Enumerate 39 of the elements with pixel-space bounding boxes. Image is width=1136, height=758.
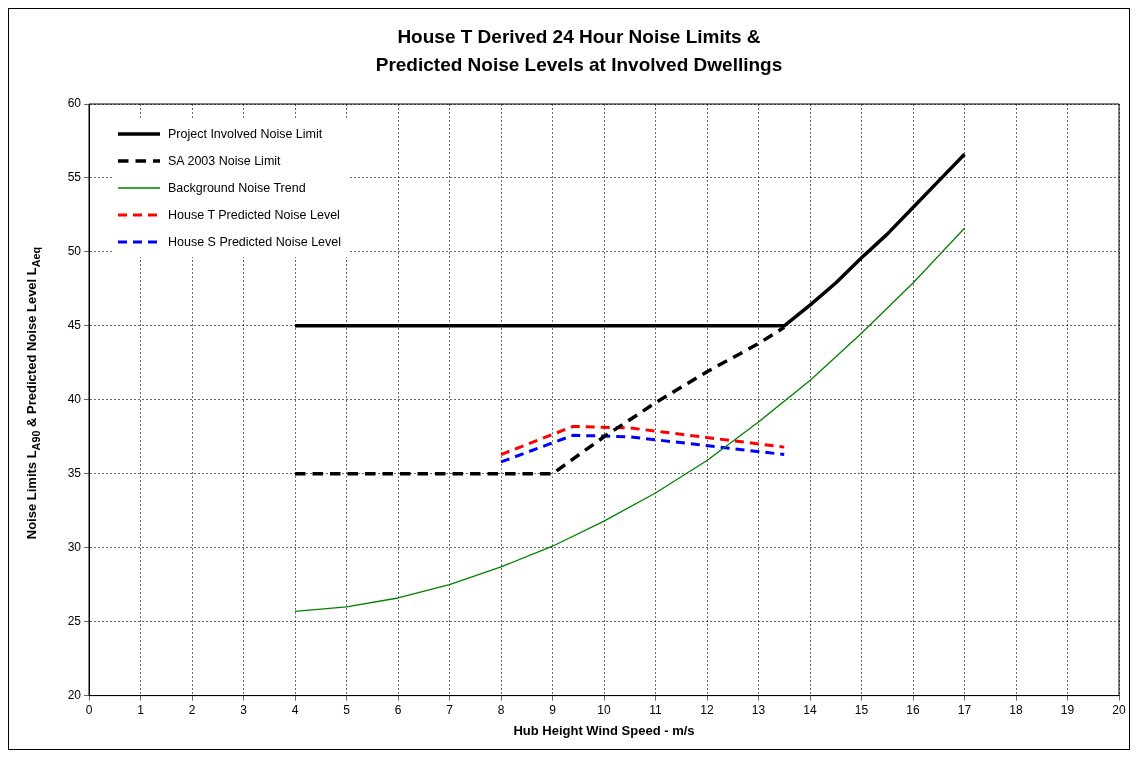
line-series [499,424,786,457]
y-tick-label: 45 [67,318,82,333]
legend-label: Project Involved Noise Limit [168,126,323,141]
x-tick-label: 6 [394,703,402,718]
x-tick-label: 2 [188,703,196,718]
y-tick-label: 55 [67,170,82,185]
x-tick-label: 3 [240,703,248,718]
x-tick-label: 9 [549,703,557,718]
legend-label: SA 2003 Noise Limit [168,153,281,168]
x-tick-label: 13 [751,703,766,718]
x-tick-label: 8 [497,703,505,718]
x-tick-label: 16 [906,703,920,718]
x-tick-label: 10 [597,703,611,718]
legend-label: House S Predicted Noise Level [168,234,342,249]
x-tick-label: 20 [1112,703,1126,718]
legend-label: Background Noise Trend [168,180,306,195]
x-tick-label: 5 [343,703,351,718]
x-tick-label: 11 [649,703,663,718]
x-tick-label: 19 [1060,703,1075,718]
x-tick-label: 0 [85,703,93,718]
x-tick-label: 14 [803,703,817,718]
x-tick-label: 15 [854,703,869,718]
x-tick-label: 17 [957,703,972,718]
y-tick-label: 30 [67,540,82,555]
y-tick-label: 20 [67,687,82,702]
x-tick-label: 1 [137,703,145,718]
y-tick-label: 35 [67,466,82,481]
y-tick-label: 60 [67,96,82,111]
x-axis-title: Hub Height Wind Speed - m/s [512,723,696,738]
x-tick-label: 12 [700,703,714,718]
legend-label: House T Predicted Noise Level [168,207,340,222]
x-tick-label: 7 [446,703,454,718]
y-tick-label: 25 [67,613,82,628]
y-tick-label: 50 [67,244,82,259]
chart-title: House T Derived 24 Hour Noise Limits & Predicted Noise Levels at Involved Dwellings [374,25,784,77]
y-tick-label: 40 [67,392,82,407]
x-tick-label: 18 [1009,703,1023,718]
line-series [499,433,786,464]
x-tick-label: 4 [291,703,299,718]
